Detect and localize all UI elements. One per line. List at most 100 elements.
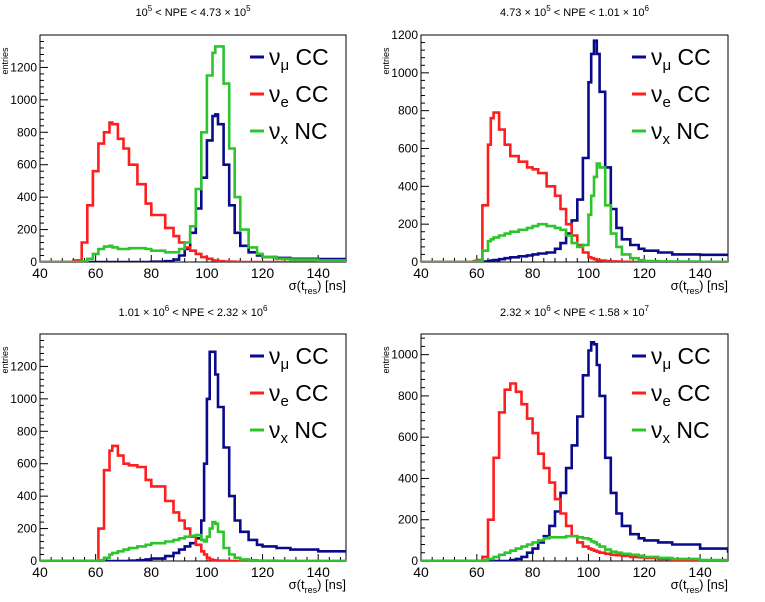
legend-suffix: CC: [289, 81, 329, 107]
title-exponent: 7: [645, 304, 650, 313]
x-tick-label: 120: [633, 265, 657, 281]
legend-symbol: ν: [269, 417, 281, 443]
chart-title: 2.32 × 106 < NPE < 1.58 × 107: [500, 304, 650, 319]
y-tick-label: 1200: [10, 60, 37, 74]
y-tick-label: 800: [17, 125, 37, 139]
plot-frame: [39, 34, 347, 263]
legend-symbol: ν: [269, 380, 281, 406]
y-axis-label: entries: [381, 47, 391, 75]
title-exponent: 5: [246, 4, 251, 13]
y-tick-label: 0: [30, 255, 37, 269]
legend-subscript: x: [281, 430, 289, 447]
title-part: < NPE < 4.73 × 10: [152, 7, 246, 19]
x-tick-label: 140: [307, 265, 331, 281]
x-axis-label-part: ) [ns]: [699, 577, 728, 592]
title-part: 10: [135, 7, 147, 19]
legend-entry: νx NC: [651, 417, 710, 447]
legend-suffix: CC: [671, 81, 711, 107]
x-axis-label: σ(tres) [ns]: [671, 577, 728, 595]
legend-entry: νe CC: [269, 380, 328, 410]
y-tick-label: 600: [398, 430, 418, 444]
y-tick-label: 200: [17, 223, 37, 237]
x-tick-label: 100: [195, 564, 219, 580]
y-tick-label: 400: [17, 190, 37, 204]
legend-subscript: x: [663, 430, 671, 447]
x-tick-label: 120: [251, 564, 275, 580]
x-tick-label: 140: [307, 564, 331, 580]
title-exponent: 6: [546, 304, 551, 313]
legend-suffix: NC: [670, 118, 710, 144]
legend-symbol: ν: [651, 343, 663, 369]
x-tick-label: 120: [633, 564, 657, 580]
legend-suffix: NC: [288, 417, 328, 443]
x-tick-label: 60: [469, 265, 485, 281]
legend-symbol: ν: [269, 44, 281, 70]
legend-entry: νx NC: [651, 118, 710, 148]
legend-suffix: CC: [671, 44, 711, 70]
legend-symbol: ν: [269, 81, 281, 107]
y-tick-label: 1000: [391, 348, 418, 362]
y-tick-label: 200: [398, 217, 418, 231]
legend-subscript: e: [663, 94, 671, 111]
y-tick-label: 1200: [391, 28, 418, 42]
x-axis-label-sub: res: [305, 286, 318, 296]
x-tick-label: 40: [413, 265, 429, 281]
legend-subscript: μ: [663, 57, 672, 74]
y-axis-label: entries: [381, 346, 391, 374]
plot-frame: [39, 333, 347, 562]
title-part: < NPE < 2.32 × 10: [169, 307, 263, 319]
legend-suffix: CC: [289, 343, 329, 369]
title-part: < NPE < 1.01 × 10: [551, 7, 645, 19]
x-axis-label-part: ) [ns]: [699, 278, 728, 293]
series-line-e: [40, 121, 346, 262]
legend: νμ CC νe CC νx NC: [632, 343, 711, 447]
y-tick-label: 1000: [10, 392, 37, 406]
x-axis-label-part: σ(t: [671, 278, 687, 293]
y-axis-label: entries: [0, 47, 10, 75]
legend-entry: νμ CC: [651, 343, 711, 373]
chart-title: 105 < NPE < 4.73 × 105: [135, 4, 251, 19]
x-axis-label-sub: res: [305, 585, 318, 595]
legend-subscript: μ: [281, 57, 290, 74]
y-tick-label: 0: [411, 255, 418, 269]
y-tick-label: 200: [398, 513, 418, 527]
y-tick-label: 1200: [10, 359, 37, 373]
x-axis-label: σ(tres) [ns]: [289, 577, 346, 595]
y-tick-label: 400: [398, 471, 418, 485]
legend-symbol: ν: [651, 118, 663, 144]
legend-suffix: CC: [289, 380, 329, 406]
title-part: 2.32 × 10: [500, 307, 546, 319]
x-tick-label: 120: [251, 265, 275, 281]
y-tick-label: 800: [398, 104, 418, 118]
y-tick-label: 1000: [10, 93, 37, 107]
legend-entry: νe CC: [651, 380, 710, 410]
x-axis-label-part: σ(t: [671, 577, 687, 592]
series-line-x: [40, 520, 346, 561]
y-tick-label: 400: [17, 489, 37, 503]
x-tick-label: 100: [577, 265, 601, 281]
title-part: 1.01 × 10: [119, 307, 165, 319]
legend-symbol: ν: [269, 118, 281, 144]
x-tick-label: 80: [525, 265, 541, 281]
series-line-μ: [40, 350, 346, 561]
legend-symbol: ν: [651, 380, 663, 406]
title-exponent: 6: [263, 304, 268, 313]
y-tick-label: 200: [17, 522, 37, 536]
x-tick-label: 40: [32, 564, 48, 580]
x-axis-label-sub: res: [687, 286, 700, 296]
title-exponent: 5: [148, 4, 153, 13]
x-axis-label-part: σ(t: [289, 278, 305, 293]
legend-subscript: μ: [281, 356, 290, 373]
x-tick-label: 140: [688, 564, 712, 580]
legend-suffix: NC: [288, 118, 328, 144]
title-part: 4.73 × 10: [500, 7, 546, 19]
series-line-e: [40, 444, 346, 561]
series-line-x: [40, 45, 346, 262]
x-tick-label: 60: [88, 564, 104, 580]
x-tick-label: 40: [32, 265, 48, 281]
legend-entry: νμ CC: [269, 44, 329, 74]
title-part: < NPE < 1.58 × 10: [551, 307, 645, 319]
series-line-e: [421, 111, 728, 262]
